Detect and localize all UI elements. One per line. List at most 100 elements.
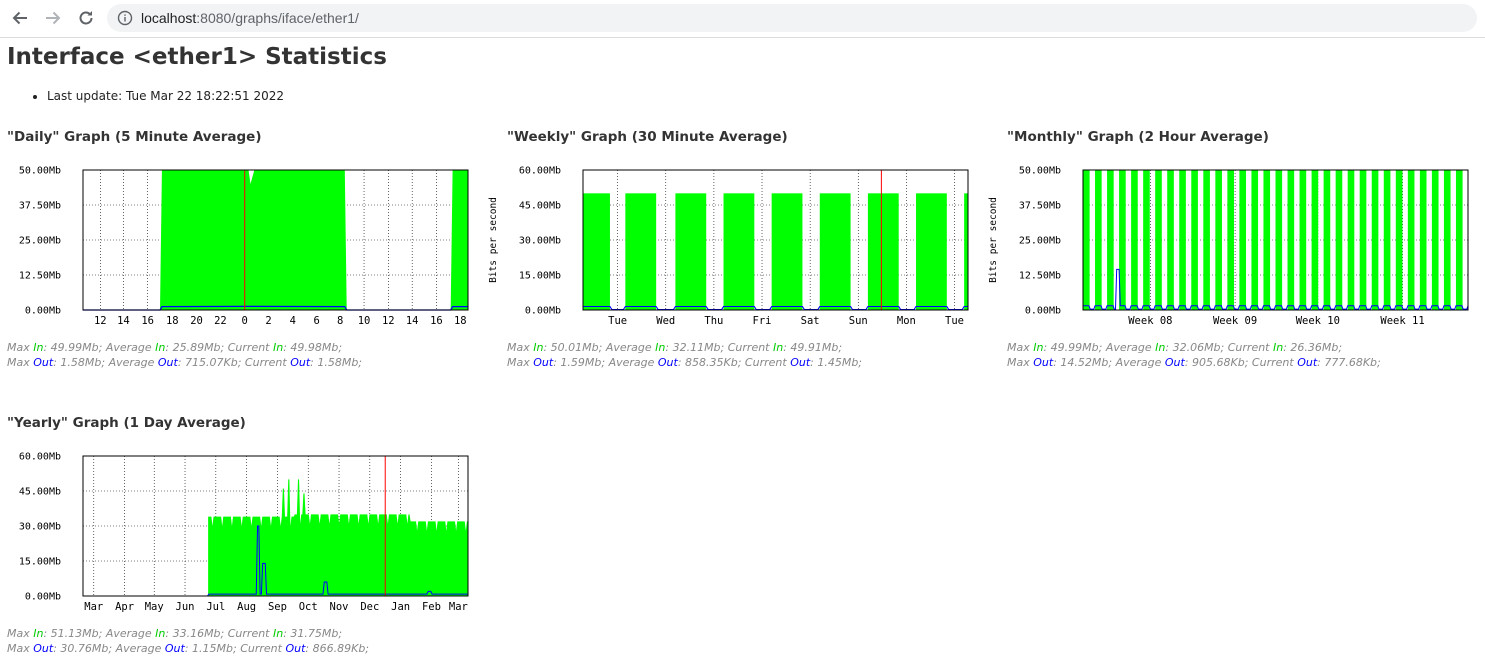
- url-host: localhost: [141, 10, 197, 26]
- weekly-stats-out: Max Out: 1.59Mb; Average Out: 858.35Kb; …: [507, 355, 863, 369]
- weekly-graph-heading: "Weekly" Graph (30 Minute Average): [507, 129, 788, 145]
- x-tick-label: Oct: [299, 601, 318, 613]
- in-traffic-block: [819, 193, 851, 310]
- in-traffic-spike: [1251, 170, 1259, 310]
- x-tick-label: 4: [290, 315, 296, 327]
- in-traffic-spike: [1383, 170, 1391, 310]
- in-traffic-spike: [1323, 170, 1331, 310]
- in-traffic-spike: [1287, 170, 1295, 310]
- x-tick-label: Week 10: [1296, 315, 1340, 327]
- y-tick-label: 0.00Mb: [25, 306, 61, 317]
- page-title: Interface <ether1> Statistics: [7, 44, 387, 70]
- in-traffic-spike: [1143, 170, 1150, 310]
- x-tick-label: Mar: [449, 601, 468, 613]
- x-tick-label: Wed: [656, 315, 675, 327]
- in-traffic-area: [83, 170, 468, 310]
- x-tick-label: 20: [190, 315, 203, 327]
- url-text[interactable]: localhost:8080/graphs/iface/ether1/: [141, 10, 359, 26]
- reload-button[interactable]: [74, 6, 98, 30]
- update-list: Last update: Tue Mar 22 18:22:51 2022: [7, 87, 284, 105]
- in-traffic-spike: [1119, 170, 1126, 310]
- info-icon[interactable]: [117, 10, 133, 26]
- in-traffic-block: [916, 193, 947, 310]
- y-tick-label: 25.00Mb: [19, 236, 61, 247]
- yearly-stats-out: Max Out: 30.76Mb; Average Out: 1.15Mb; C…: [7, 641, 370, 655]
- x-tick-label: Sep: [268, 601, 287, 613]
- y-axis-label: Bits per second: [488, 197, 499, 283]
- in-traffic-block: [723, 193, 755, 310]
- in-traffic-spike: [1455, 170, 1463, 310]
- last-update: Last update: Tue Mar 22 18:22:51 2022: [47, 87, 284, 105]
- in-traffic-spike: [1107, 170, 1114, 310]
- x-tick-label: Week 08: [1128, 315, 1172, 327]
- y-tick-label: 0.00Mb: [525, 306, 561, 317]
- x-tick-label: 2: [265, 315, 271, 327]
- y-tick-label: 37.50Mb: [1019, 201, 1061, 212]
- x-tick-label: 8: [337, 315, 343, 327]
- weekly-stats-in: Max In: 50.01Mb; Average In: 32.11Mb; Cu…: [507, 341, 843, 354]
- x-tick-label: Mar: [84, 601, 103, 613]
- daily-graph: 0.00Mb 12.50Mb 25.00Mb 37.50Mb 50.00Mb 12 14 16…: [19, 166, 469, 327]
- y-tick-label: 0.00Mb: [25, 592, 61, 603]
- in-traffic-spike: [1155, 170, 1162, 310]
- x-tick-label: 0: [242, 315, 248, 327]
- y-tick-label: 60.00Mb: [519, 166, 561, 177]
- in-traffic-spike: [1431, 170, 1439, 310]
- in-traffic-spike: [1443, 170, 1451, 310]
- y-tick-label: 30.00Mb: [519, 236, 561, 247]
- forward-button[interactable]: [41, 6, 65, 30]
- in-traffic-spike: [1311, 170, 1319, 310]
- in-traffic-spike: [1263, 170, 1271, 310]
- plot-frame: [1082, 169, 1469, 311]
- in-traffic-spike: [1179, 170, 1186, 310]
- y-tick-label: 60.00Mb: [19, 452, 61, 463]
- x-tick-label: Jan: [391, 601, 410, 613]
- y-tick-label: 12.50Mb: [19, 271, 61, 282]
- x-tick-label: Apr: [115, 601, 134, 613]
- y-tick-label: 45.00Mb: [19, 487, 61, 498]
- in-traffic-spike: [1203, 170, 1210, 310]
- out-traffic-line: [83, 305, 468, 311]
- x-tick-label: May: [145, 601, 164, 613]
- y-tick-label: 50.00Mb: [1019, 166, 1061, 177]
- in-traffic-spike: [1347, 170, 1355, 310]
- monthly-stats-in: Max In: 49.99Mb; Average In: 32.06Mb; Cu…: [1007, 341, 1343, 354]
- weekly-stats: Max In: 50.01Mb; Average In: 32.11Mb; Cu…: [507, 341, 862, 370]
- in-traffic-block: [675, 193, 707, 310]
- x-tick-label: 14: [406, 315, 419, 327]
- monthly-stats: Max In: 49.99Mb; Average In: 32.06Mb; Cu…: [1007, 341, 1381, 370]
- in-traffic-spike: [1191, 170, 1198, 310]
- back-button[interactable]: [8, 6, 32, 30]
- reload-icon: [79, 11, 93, 25]
- in-traffic-spike: [1395, 170, 1403, 310]
- in-traffic-spike: [1131, 170, 1138, 310]
- in-traffic-spike: [1167, 170, 1174, 310]
- arrow-left-icon: [12, 11, 27, 25]
- in-traffic-spike: [1275, 170, 1283, 310]
- x-tick-label: 16: [141, 315, 154, 327]
- x-tick-label: Mon: [897, 315, 916, 327]
- in-traffic-spike: [1095, 170, 1102, 310]
- x-tick-label: Tue: [945, 315, 964, 327]
- y-tick-label: 50.00Mb: [19, 166, 61, 177]
- x-tick-label: 6: [314, 315, 320, 327]
- in-traffic-block: [964, 193, 968, 310]
- y-tick-label: 15.00Mb: [19, 557, 61, 568]
- monthly-graph: 0.00Mb 12.50Mb 25.00Mb 37.50Mb 50.00Mb Week 0…: [988, 166, 1469, 327]
- x-tick-label: 18: [166, 315, 179, 327]
- x-tick-label: Thu: [704, 315, 723, 327]
- yearly-stats-in: Max In: 51.13Mb; Average In: 33.16Mb; Cu…: [7, 627, 343, 640]
- x-tick-label: 12: [94, 315, 107, 327]
- x-tick-label: Jul: [206, 601, 225, 613]
- y-tick-label: 15.00Mb: [519, 271, 561, 282]
- yearly-graph-heading: "Yearly" Graph (1 Day Average): [7, 415, 246, 431]
- plot-frame: [82, 169, 469, 311]
- in-traffic-block: [583, 193, 610, 310]
- arrow-right-icon: [46, 11, 61, 25]
- address-bar[interactable]: localhost:8080/graphs/iface/ether1/: [107, 4, 1477, 32]
- x-tick-label: 10: [358, 315, 371, 327]
- browser-toolbar: localhost:8080/graphs/iface/ether1/: [0, 0, 1485, 38]
- y-axis-label: Bits per second: [988, 197, 999, 283]
- x-tick-label: Feb: [422, 601, 441, 613]
- in-traffic-block: [867, 193, 899, 310]
